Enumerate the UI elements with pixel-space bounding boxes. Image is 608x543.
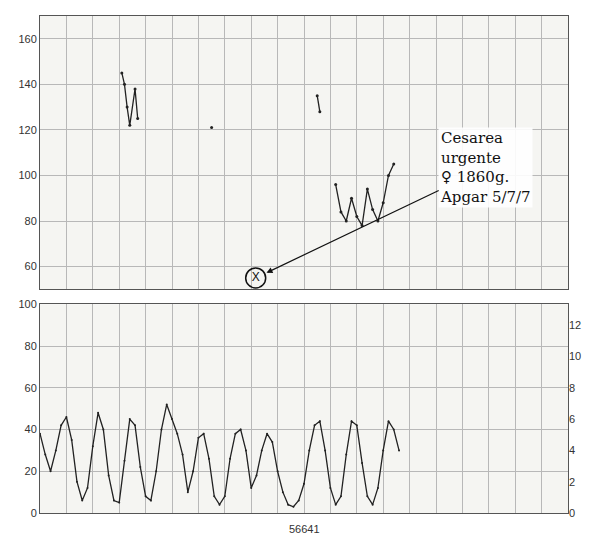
- svg-text:0: 0: [31, 507, 37, 519]
- svg-text:120: 120: [18, 124, 36, 136]
- svg-text:Cesareaurgente♀ 1860g.Apgar 5/: Cesareaurgente♀ 1860g.Apgar 5/7/7: [440, 129, 531, 206]
- svg-text:100: 100: [18, 169, 36, 181]
- svg-text:40: 40: [25, 423, 37, 435]
- svg-text:4: 4: [569, 444, 575, 456]
- svg-text:20: 20: [25, 465, 37, 477]
- svg-text:80: 80: [25, 215, 37, 227]
- svg-text:160: 160: [18, 33, 36, 45]
- svg-text:8: 8: [569, 382, 575, 394]
- svg-text:60: 60: [25, 382, 37, 394]
- svg-text:100: 100: [18, 298, 36, 310]
- svg-text:56641: 56641: [289, 523, 320, 535]
- svg-text:12: 12: [569, 319, 581, 331]
- svg-text:80: 80: [25, 340, 37, 352]
- svg-text:140: 140: [18, 78, 36, 90]
- svg-text:0: 0: [569, 507, 575, 519]
- svg-text:6: 6: [569, 413, 575, 425]
- svg-text:X: X: [252, 270, 260, 284]
- svg-text:2: 2: [569, 476, 575, 488]
- svg-text:10: 10: [569, 350, 581, 362]
- svg-text:60: 60: [25, 260, 37, 272]
